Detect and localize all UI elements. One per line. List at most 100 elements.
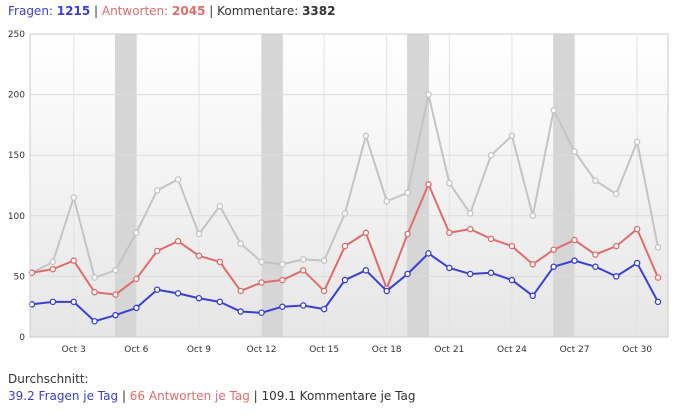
fragen-data-point [112,311,119,319]
kommentare-data-point [91,274,98,281]
weekend-band [261,34,283,337]
fragen-data-point [487,269,495,277]
x-tick-label: Oct 3 [62,345,86,355]
fragen-data-point [133,304,140,312]
kommentare-data-point [258,258,265,266]
fragen-data-point [216,298,224,306]
kommentare-data-point [404,189,411,197]
antworten-data-point [654,274,662,281]
fragen-data-point [258,309,265,317]
fragen-data-point [404,270,411,278]
antworten-data-point [487,235,495,243]
y-tick-label: 200 [8,91,25,101]
fragen-data-point [446,264,453,272]
fragen-data-point [613,273,620,280]
kommentare-data-point [487,151,495,159]
kommentare-data-point [362,132,370,140]
antworten-data-point [425,181,432,188]
fragen-data-point [91,317,98,325]
kommentare-data-point [133,229,140,237]
y-tick-label: 250 [8,30,25,40]
kommentare-data-point [613,190,620,198]
fragen-data-point [550,263,557,270]
fragen-data-point [529,292,537,300]
x-tick-label: Oct 24 [497,345,527,355]
x-tick-label: Oct 18 [372,345,402,355]
fragen-data-point [592,263,599,270]
kommentare-data-point [300,256,307,263]
separator: | [90,4,102,18]
fragen-count: 1215 [56,4,91,18]
kommentare-data-point [633,138,641,146]
kommentare-data-point [592,177,599,184]
kommentare-data-point [70,194,77,201]
kommentare-data-point [216,202,224,210]
antworten-data-point [320,287,328,295]
antworten-data-point [508,242,516,250]
fragen-data-point [237,308,244,315]
antworten-data-point [28,269,36,277]
antworten-data-point [279,276,286,284]
fragen-data-point [28,301,36,308]
fragen-data-point [425,250,432,257]
kommentare-data-point [383,198,390,205]
fragen-data-point [571,257,578,264]
y-tick-label: 100 [8,212,25,222]
antworten-data-point [91,288,98,296]
fragen-data-point [341,276,349,284]
x-tick-label: Oct 12 [247,345,277,355]
kommentare-data-point [425,91,432,98]
kommentare-label: Kommentare: [217,4,303,18]
antworten-data-point [592,251,599,258]
fragen-data-point [174,290,182,297]
kommentare-data-point [529,212,537,220]
antworten-data-point [112,291,119,298]
antworten-label: Antworten: [101,4,173,18]
fragen-data-point [633,259,641,267]
kommentare-data-point [237,240,244,247]
x-tick-label: Oct 21 [434,345,464,355]
fragen-label: Fragen: [8,4,57,18]
antworten-data-point [174,238,182,245]
kommentare-data-point [49,258,57,266]
fragen-data-point [153,286,161,293]
x-tick-label: Oct 30 [622,345,652,355]
kommentare-data-point [446,179,453,187]
stats-summary: Fragen: 1215 | Antworten: 2045 | Komment… [8,4,335,18]
plot-border [29,33,669,338]
antworten-data-point [341,242,349,250]
antworten-data-point [153,247,161,255]
antworten-data-point [613,242,620,250]
antworten-data-point [195,252,203,260]
kommentare-data-point [279,261,286,268]
fragen-average: 39.2 Fragen je Tag [8,389,119,403]
kommentare-average: 109.1 Kommentare je Tag [261,389,416,403]
x-tick-label: Oct 27 [560,345,590,355]
fragen-data-point [466,270,474,278]
antworten-data-point [633,225,641,233]
fragen-data-point [383,287,390,295]
antworten-data-point [466,225,474,233]
fragen-data-point [195,294,203,302]
kommentare-data-point [153,187,161,194]
fragen-data-point [70,298,77,306]
kommentare-data-point [571,148,578,155]
antworten-data-point [216,258,224,266]
x-tick-label: Oct 15 [309,345,339,355]
activity-line-chart: 0 50 100 150 200 250 Oct 3 Oct 6 Oct 9 Oct 12 Oct… [8,30,669,355]
kommentare-data-point [195,230,203,238]
average-heading: Durchschnitt: [8,372,89,386]
antworten-data-point [529,261,537,268]
y-tick-label: 150 [8,151,25,161]
kommentare-data-point [508,132,516,140]
kommentare-data-point [654,244,662,251]
separator: | [249,389,262,403]
y-tick-label: 50 [14,272,26,282]
antworten-data-point [300,267,307,274]
antworten-data-point [362,229,370,237]
antworten-data-point [133,275,140,283]
kommentare-data-point [320,257,328,264]
y-tick-label: 0 [19,333,25,343]
antworten-count: 2045 [172,4,206,18]
kommentare-data-point [112,267,119,274]
